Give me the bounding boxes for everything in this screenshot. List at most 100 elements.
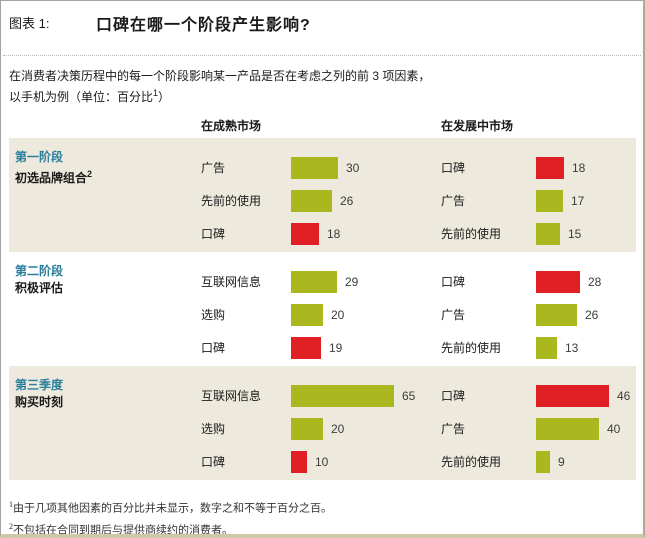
bar-value-label: 29: [345, 274, 359, 289]
word-of-mouth-bar: [536, 156, 564, 179]
chart-row: 互联网信息 65 口碑 46: [9, 379, 636, 412]
column-header-mature-market: 在成熟市场: [201, 119, 262, 133]
dev-bar-cell: 40: [536, 417, 636, 440]
subtitle-line-1: 在消费者决策历程中的每一个阶段影响某一产品是否在考虑之列的前 3 项因素，: [9, 69, 431, 83]
factor-bar: [291, 270, 337, 293]
bar-value-label: 46: [617, 388, 631, 403]
bar-value-label: 26: [585, 307, 599, 322]
stage-description: 积极评估: [15, 281, 64, 295]
developing-factor-label: 先前的使用: [441, 341, 502, 355]
stage-label: 第三季度 购买时刻: [15, 377, 63, 411]
mature-bar-cell: 19: [291, 336, 441, 359]
mature-bar-cell: 26: [291, 189, 441, 212]
footnotes: 1由于几项其他因素的百分比并未显示，数字之和不等于百分之百。 2不包括在合同到期后…: [9, 496, 635, 534]
factor-bar: [536, 417, 599, 440]
word-of-mouth-bar: [291, 222, 319, 245]
developing-factor-label: 广告: [441, 194, 466, 208]
dev-bar-cell: 28: [536, 270, 636, 293]
word-of-mouth-bar: [291, 450, 307, 473]
factor-bar: [536, 222, 560, 245]
factor-bar: [536, 303, 577, 326]
factor-bar: [536, 336, 557, 359]
word-of-mouth-bar: [536, 384, 609, 407]
mature-factor-label: 选购: [201, 422, 226, 436]
mature-bar-cell: 20: [291, 417, 441, 440]
footnote-marker: 2: [9, 521, 13, 531]
bar-value-label: 20: [331, 421, 345, 436]
bar-value-label: 40: [607, 421, 621, 436]
factor-bar: [536, 450, 550, 473]
mature-bar-cell: 65: [291, 384, 441, 407]
dev-bar-cell: 18: [536, 156, 636, 179]
mature-bar-cell: 18: [291, 222, 441, 245]
factor-bar: [291, 156, 338, 179]
mature-factor-label: 口碑: [201, 341, 226, 355]
chart-row: 先前的使用 26 广告 17: [9, 184, 636, 217]
mature-bar-cell: 30: [291, 156, 441, 179]
subtitle-footnote-marker: 1: [153, 88, 159, 98]
developing-factor-label: 先前的使用: [441, 227, 502, 241]
footnote-marker: 1: [9, 500, 13, 509]
column-header-developing-market: 在发展中市场: [441, 119, 514, 133]
bar-value-label: 10: [315, 454, 329, 469]
bar-value-label: 20: [331, 307, 345, 322]
chart-subtitle: 在消费者决策历程中的每一个阶段影响某一产品是否在考虑之列的前 3 项因素， 以手…: [1, 56, 643, 106]
mature-bar-cell: 29: [291, 270, 441, 293]
bar-value-label: 15: [568, 226, 582, 241]
page-title: 口碑在哪一个阶段产生影响?: [96, 17, 311, 34]
chart-row: 选购 20 广告 26: [9, 298, 636, 331]
chart-row: 口碑 10 先前的使用 9: [9, 445, 636, 478]
chart-row: 口碑 19 先前的使用 13: [9, 331, 636, 364]
bar-value-label: 18: [572, 160, 586, 175]
stage-footnote-marker: 2: [87, 169, 93, 179]
word-of-mouth-bar: [536, 270, 580, 293]
mature-factor-label: 口碑: [201, 227, 226, 241]
mature-factor-label: 先前的使用: [201, 194, 262, 208]
chart-row: 选购 20 广告 40: [9, 412, 636, 445]
mature-factor-label: 互联网信息: [201, 275, 262, 289]
column-headers: 在成熟市场 在发展中市场: [1, 106, 643, 138]
developing-factor-label: 口碑: [441, 275, 466, 289]
developing-factor-label: 口碑: [441, 389, 466, 403]
dev-bar-cell: 9: [536, 450, 636, 473]
bar-value-label: 18: [327, 226, 341, 241]
stage-description: 购买时刻: [15, 395, 64, 409]
dev-bar-cell: 17: [536, 189, 636, 212]
bar-value-label: 9: [558, 454, 565, 469]
mature-factor-label: 口碑: [201, 455, 226, 469]
developing-factor-label: 广告: [441, 422, 466, 436]
stage-group-1: 第一阶段 初选品牌组合2 广告 30 口碑 18 先前的使用 26 广告 17 口碑 18 先前的使用 1…: [9, 138, 636, 252]
bar-value-label: 65: [402, 388, 416, 403]
mature-factor-label: 选购: [201, 308, 226, 322]
exhibit-header: 图表 1: 口碑在哪一个阶段产生影响?: [1, 1, 643, 35]
stage-name: 第二阶段: [15, 264, 64, 278]
bar-value-label: 17: [571, 193, 585, 208]
subtitle-line-2: 以手机为例（单位：百分比1）: [9, 88, 171, 104]
chart-row: 互联网信息 29 口碑 28: [9, 265, 636, 298]
footnote-line: 1由于几项其他因素的百分比并未显示，数字之和不等于百分之百。: [9, 500, 332, 515]
bar-value-label: 26: [340, 193, 354, 208]
bar-value-label: 30: [346, 160, 360, 175]
stage-group-3: 第三季度 购买时刻 互联网信息 65 口碑 46 选购 20 广告 40 口碑 10 先前的使用 9: [9, 366, 636, 480]
chart-body: 第一阶段 初选品牌组合2 广告 30 口碑 18 先前的使用 26 广告 17 口碑 18 先前的使用 1…: [9, 138, 636, 480]
mature-bar-cell: 20: [291, 303, 441, 326]
exhibit-number-label: 图表 1:: [9, 16, 50, 31]
factor-bar: [291, 189, 332, 212]
factor-bar: [291, 417, 323, 440]
stage-group-2: 第二阶段 积极评估 互联网信息 29 口碑 28 选购 20 广告 26 口碑 19 先前的使用 13: [9, 252, 636, 366]
dev-bar-cell: 15: [536, 222, 636, 245]
stage-label: 第一阶段 初选品牌组合2: [15, 149, 92, 187]
dev-bar-cell: 26: [536, 303, 636, 326]
developing-factor-label: 口碑: [441, 161, 466, 175]
bar-value-label: 19: [329, 340, 343, 355]
title-separator: [3, 55, 641, 56]
factor-bar: [291, 384, 394, 407]
stage-description: 初选品牌组合2: [15, 169, 93, 185]
bar-value-label: 13: [565, 340, 579, 355]
word-of-mouth-bar: [291, 336, 321, 359]
factor-bar: [536, 189, 563, 212]
mature-bar-cell: 10: [291, 450, 441, 473]
dev-bar-cell: 13: [536, 336, 636, 359]
chart-row: 口碑 18 先前的使用 15: [9, 217, 636, 250]
